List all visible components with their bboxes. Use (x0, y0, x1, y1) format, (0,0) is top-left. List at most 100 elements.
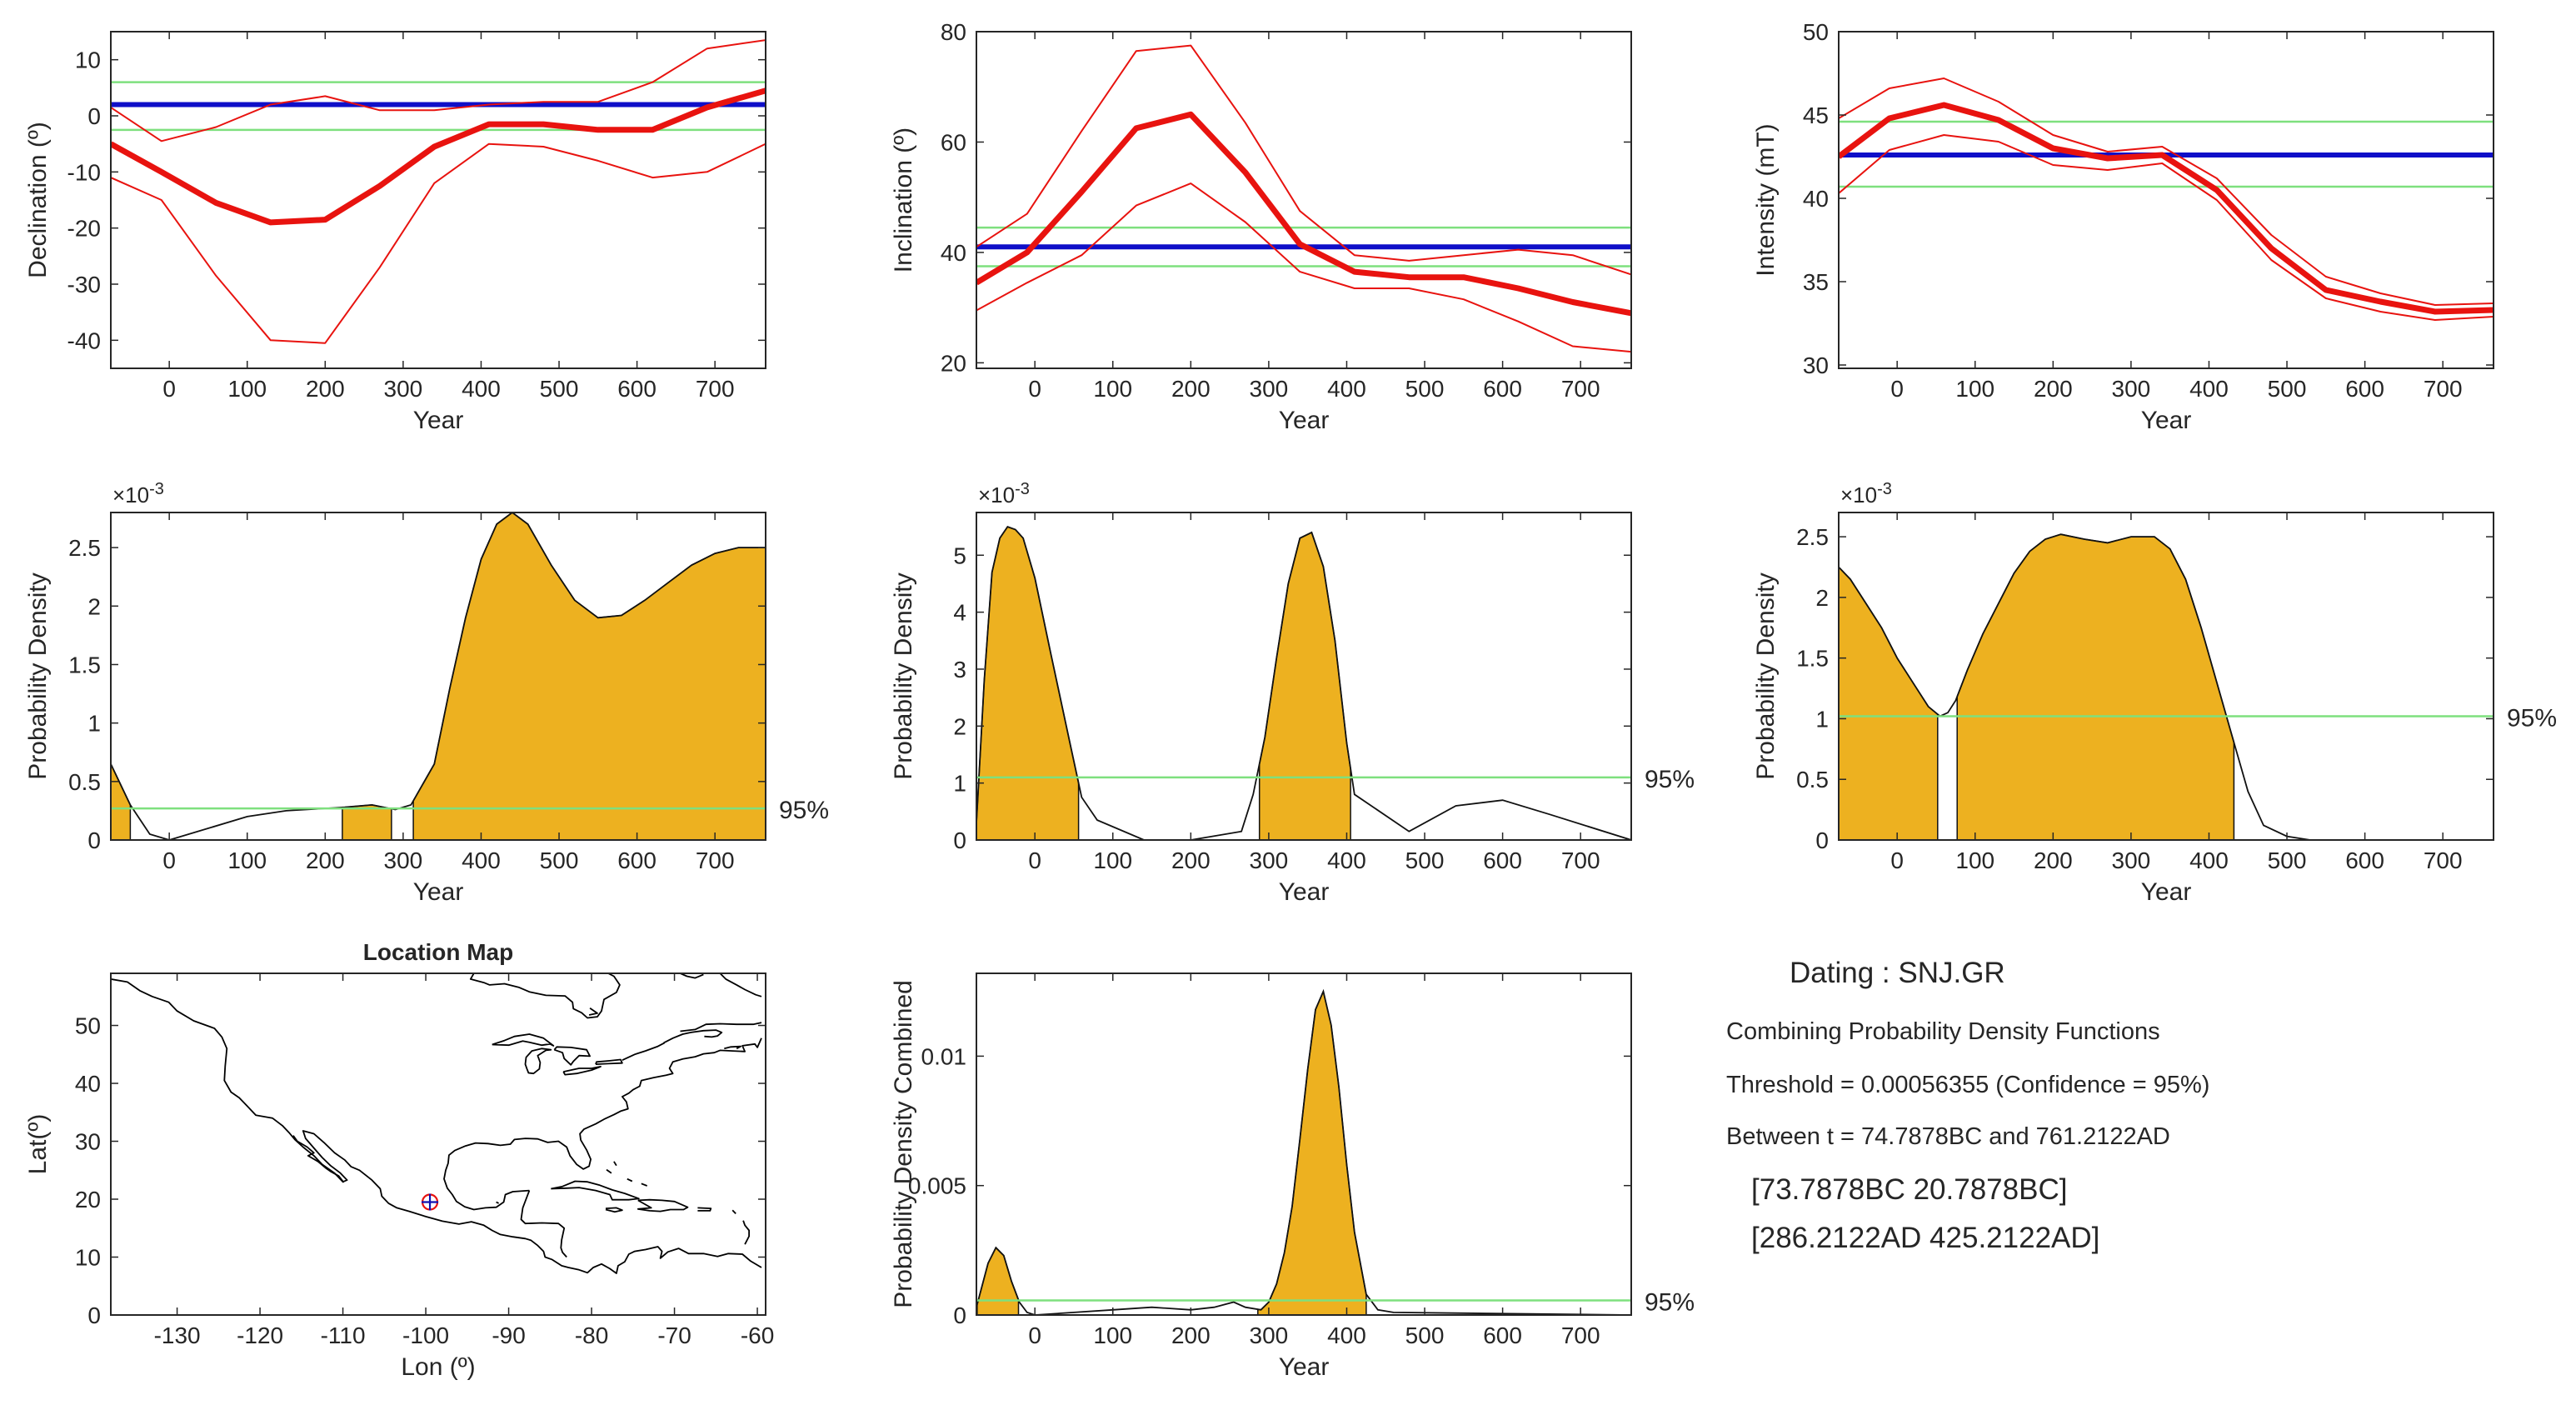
x-tick-label: 500 (540, 376, 579, 402)
x-tick-label: 300 (384, 848, 423, 873)
x-tick-label: 600 (1483, 848, 1522, 873)
x-tick-label: 300 (2112, 848, 2151, 873)
series-lower (976, 182, 1631, 353)
chart-declination-pdf: 0 100 200 300 400 500 600 700 0 0.5 1 1.5 2 2.5 Year Pr… (24, 480, 829, 906)
y-tick-label: 50 (1803, 19, 1829, 45)
x-axis-label: Year (2141, 407, 2192, 434)
x-tick-label: 100 (227, 848, 267, 873)
y-tick-label: 0 (953, 828, 966, 853)
threshold-label: 95% (1645, 1288, 1695, 1316)
x-tick-label: 400 (2189, 848, 2229, 873)
y-tick-label: 20 (941, 350, 966, 376)
axes-box (976, 972, 1632, 1316)
threshold-label: 95% (2507, 705, 2557, 732)
y-tick-label: 4 (953, 600, 966, 626)
x-tick-label: 600 (2345, 376, 2384, 402)
y-tick-label: 2.5 (1796, 524, 1829, 550)
x-axis-label: Year (2141, 878, 2192, 906)
x-tick-label: 300 (2112, 376, 2151, 402)
x-tick-label: 700 (1561, 376, 1600, 402)
x-axis-label: Year (413, 878, 464, 906)
density-curve (976, 526, 1631, 840)
axes-box (110, 972, 766, 1316)
x-tick-label: 0 (1890, 376, 1904, 402)
series-lower (1839, 134, 2494, 321)
x-tick-label: 200 (1171, 376, 1211, 402)
x-tick-label: 100 (1093, 848, 1132, 873)
shaded-region-1 (342, 804, 392, 840)
plot-area (976, 988, 1631, 1315)
threshold-text: Threshold = 0.00056355 (Confidence = 95%… (1726, 1072, 2210, 1098)
x-tick-label: 700 (696, 848, 735, 873)
x-tick-label: -60 (741, 1322, 774, 1348)
x-tick-label: 200 (306, 848, 345, 873)
x-tick-label: 200 (1171, 1322, 1211, 1348)
series-upper (976, 44, 1631, 276)
between-text: Between t = 74.7878BC and 761.2122AD (1726, 1123, 2170, 1150)
y-tick-label: 10 (75, 48, 101, 73)
x-tick-label: 400 (462, 376, 501, 402)
x-tick-label: 500 (540, 848, 579, 873)
y-axis-label: Probability Density Combined (890, 980, 917, 1308)
y-tick-label: 0 (953, 1302, 966, 1328)
x-tick-label: 300 (1250, 848, 1289, 873)
plot-area (976, 526, 1631, 840)
plot-area (976, 44, 1631, 353)
x-tick-label: 600 (1483, 376, 1522, 402)
x-tick-label: 500 (2268, 376, 2307, 402)
interval-0: [73.7878BC 20.7878BC] (1751, 1173, 2068, 1206)
x-tick-label: 400 (1327, 848, 1366, 873)
y-exponent-label: ×10-3 (978, 480, 1030, 508)
x-tick-label: 200 (2034, 376, 2073, 402)
chart-intensity: 0 100 200 300 400 500 600 700 30 35 40 45 50 Year Inte… (1752, 19, 2494, 434)
x-tick-label: 300 (1250, 376, 1289, 402)
y-tick-label: 1 (953, 771, 966, 797)
chart-title: Location Map (363, 939, 513, 965)
y-axis-label: Declination (º) (24, 122, 52, 278)
y-axis-label: Intensity (mT) (1752, 123, 1780, 276)
y-tick-label: 40 (1803, 186, 1829, 212)
chart-combined-pdf: 0 100 200 300 400 500 600 700 0 0.005 0.01 Year Prob… (890, 972, 1695, 1381)
y-tick-label: 0 (87, 103, 101, 129)
x-tick-label: 500 (2268, 848, 2307, 873)
x-tick-label: 600 (617, 376, 656, 402)
x-tick-label: 100 (1955, 376, 1994, 402)
x-tick-label: 0 (1890, 848, 1904, 873)
y-tick-label: 30 (1803, 352, 1829, 378)
x-tick-label: 500 (1405, 376, 1445, 402)
y-tick-label: 0 (1815, 828, 1829, 853)
plot-area (1839, 533, 2494, 840)
y-tick-label: 50 (75, 1013, 101, 1039)
y-tick-label: 10 (75, 1245, 101, 1271)
series-upper (1839, 78, 2494, 306)
x-tick-label: 200 (2034, 848, 2073, 873)
y-exponent-label: ×10-3 (112, 480, 164, 508)
x-tick-label: 500 (1405, 848, 1445, 873)
y-exponent-label: ×10-3 (1840, 480, 1892, 508)
x-tick-label: 100 (1093, 376, 1132, 402)
y-tick-label: 20 (75, 1187, 101, 1212)
y-tick-label: 0.5 (1796, 767, 1829, 792)
chart-location-map: -130 -120 -110 -100 -90 -80 -70 -60 0 10 20 30 40 50 L… (24, 939, 774, 1381)
x-axis-label: Year (1279, 878, 1330, 906)
shaded-region-2 (412, 512, 766, 840)
x-tick-label: 0 (162, 848, 176, 873)
x-axis-label: Year (413, 407, 464, 434)
y-exponent-power: -3 (1015, 480, 1030, 498)
y-tick-label: 2 (1815, 585, 1829, 611)
y-axis-label: Probability Density (24, 572, 52, 779)
series-lower (111, 142, 766, 344)
shaded-region-0 (1839, 566, 1939, 840)
series-mean (111, 88, 766, 226)
density-curve (111, 512, 766, 840)
series-upper (111, 39, 766, 142)
x-tick-label: -130 (154, 1322, 201, 1348)
combining-text: Combining Probability Density Functions (1726, 1018, 2160, 1045)
x-tick-label: 100 (1093, 1322, 1132, 1348)
y-tick-label: 35 (1803, 269, 1829, 295)
x-tick-label: 300 (1250, 1322, 1289, 1348)
axes-box (1838, 31, 2494, 369)
x-tick-label: 600 (1483, 1322, 1522, 1348)
y-axis-label: Probability Density (1752, 572, 1780, 779)
x-tick-label: 700 (2424, 848, 2463, 873)
